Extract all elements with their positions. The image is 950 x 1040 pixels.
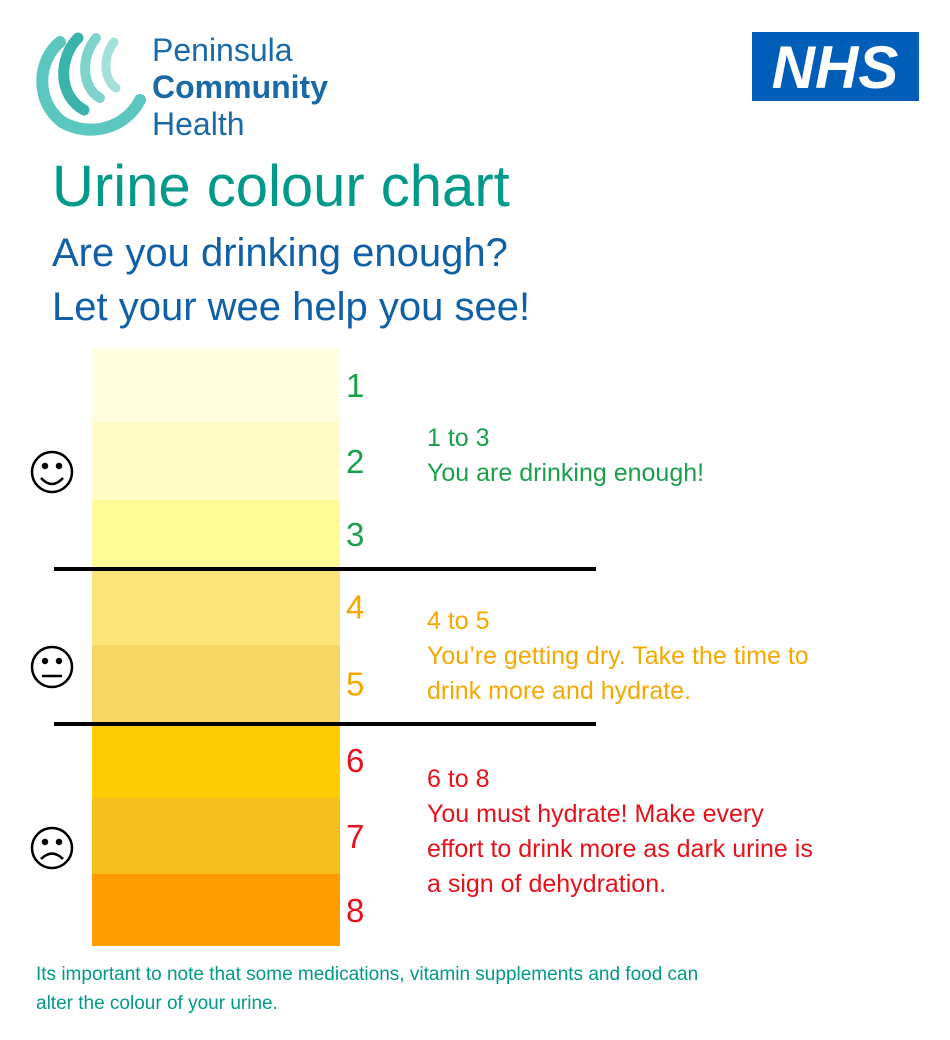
group-range: 4 to 5 — [427, 607, 490, 635]
level-number: 8 — [346, 892, 364, 929]
level-number: 1 — [346, 367, 364, 404]
group-message: a sign of dehydration. — [427, 870, 666, 898]
level-number: 6 — [346, 742, 364, 779]
group-message: effort to drink more as dark urine is — [427, 835, 813, 863]
group-range: 6 to 8 — [427, 765, 490, 793]
subtitle: Let your wee help you see! — [52, 285, 530, 329]
level-number: 2 — [346, 443, 364, 480]
level-number: 7 — [346, 818, 364, 855]
group-message: You’re getting dry. Take the time to — [427, 642, 809, 670]
group-range: 1 to 3 — [427, 424, 490, 452]
nhs-logo-box — [752, 32, 919, 101]
title: Urine colour chart — [52, 154, 510, 219]
colour-swatch — [92, 798, 340, 874]
nhs-logo-text: NHS — [772, 34, 899, 101]
subtitle: Are you drinking enough? — [52, 231, 508, 275]
level-number: 5 — [346, 666, 364, 703]
groups: 1 to 3 You are drinking enough! 4 to 5 You’… — [427, 424, 813, 898]
colour-swatch — [92, 568, 340, 645]
level-number: 4 — [346, 589, 364, 626]
group-message: You are drinking enough! — [427, 459, 704, 487]
footnote: Its important to note that some medicati… — [36, 964, 698, 985]
colour-swatch — [92, 500, 340, 568]
group-message: You must hydrate! Make every — [427, 800, 764, 828]
swatches: 1 2 3 4 5 6 7 8 — [92, 348, 364, 946]
logo-line: Peninsula — [152, 32, 293, 68]
colour-swatch — [92, 722, 340, 798]
colour-swatch — [92, 422, 340, 500]
colour-swatch — [92, 348, 340, 422]
logo-icon — [36, 32, 146, 136]
group-message: drink more and hydrate. — [427, 677, 691, 705]
logo-line: Health — [152, 106, 245, 142]
footnote: alter the colour of your urine. — [36, 993, 278, 1014]
colour-swatch — [92, 874, 340, 946]
sad-face — [30, 826, 74, 870]
neutral-face — [30, 645, 74, 689]
logo-line: Community — [152, 69, 328, 105]
level-number: 3 — [346, 516, 364, 553]
happy-face — [30, 450, 74, 494]
colour-swatch — [92, 645, 340, 722]
